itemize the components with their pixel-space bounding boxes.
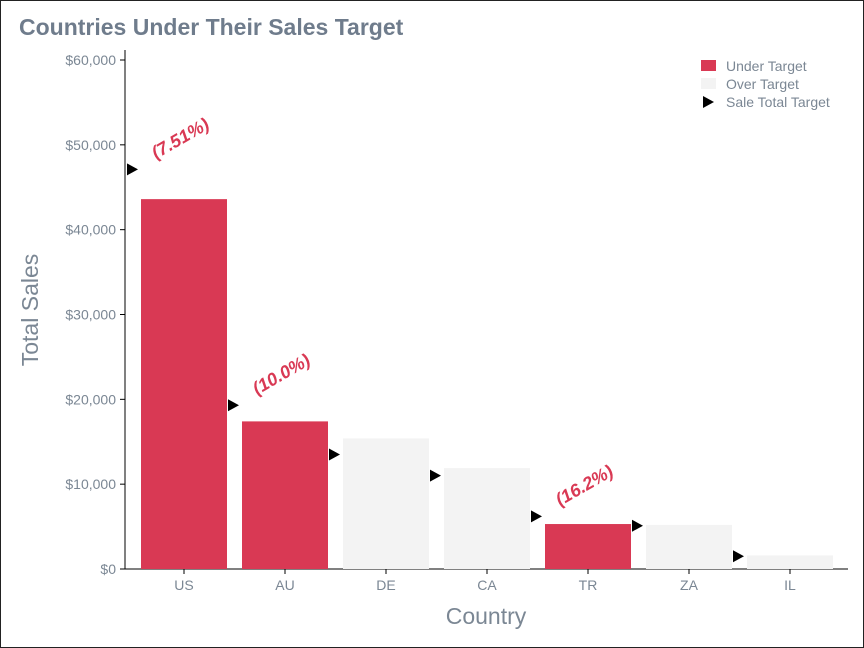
legend-label: Over Target: [726, 76, 799, 92]
legend-marker-icon: [703, 96, 714, 108]
x-tick-label: IL: [784, 577, 796, 593]
y-tick-label: $40,000: [65, 222, 116, 238]
x-tick-label: US: [174, 577, 193, 593]
target-marker-us: [127, 163, 138, 176]
y-tick-label: $10,000: [65, 476, 116, 492]
legend-label: Sale Total Target: [726, 94, 830, 110]
x-tick-label: TR: [579, 577, 598, 593]
bar-de: [343, 438, 429, 569]
target-marker-tr: [531, 510, 542, 523]
target-markers: [127, 163, 744, 563]
bar-ca: [444, 468, 530, 569]
y-tick-label: $20,000: [65, 391, 116, 407]
y-axis-title: Total Sales: [17, 254, 43, 367]
target-marker-il: [733, 550, 744, 563]
bar-za: [646, 524, 732, 569]
shortfall-label-us: (7.51%): [148, 114, 213, 163]
chart-title: Countries Under Their Sales Target: [19, 14, 404, 40]
target-marker-za: [632, 519, 643, 532]
x-axis-title: Country: [446, 603, 527, 629]
legend-swatch: [701, 60, 716, 71]
legend-swatch: [701, 78, 716, 89]
bar-au: [242, 421, 328, 569]
shortfall-label-tr: (16.2%): [552, 461, 617, 510]
legend: Under Target Over Target Sale Total Target: [701, 58, 830, 110]
y-tick-label: $30,000: [65, 307, 116, 323]
legend-label: Under Target: [726, 58, 807, 74]
x-tick-label: CA: [477, 577, 497, 593]
axes: $0 $10,000 $20,000 $30,000 $40,000 $50,000 $60…: [65, 50, 848, 593]
target-marker-ca: [430, 469, 441, 482]
bar-us: [141, 199, 227, 570]
target-marker-au: [228, 399, 239, 412]
bar-tr: [545, 524, 631, 569]
shortfall-label-au: (10.0%): [249, 350, 314, 399]
bar-il: [747, 555, 833, 569]
y-tick-label: $0: [100, 561, 116, 577]
target-marker-de: [329, 448, 340, 461]
x-tick-label: ZA: [680, 577, 699, 593]
x-tick-label: AU: [275, 577, 294, 593]
y-tick-label: $50,000: [65, 137, 116, 153]
bars: [141, 199, 833, 570]
x-tick-label: DE: [376, 577, 395, 593]
y-tick-label: $60,000: [65, 52, 116, 68]
